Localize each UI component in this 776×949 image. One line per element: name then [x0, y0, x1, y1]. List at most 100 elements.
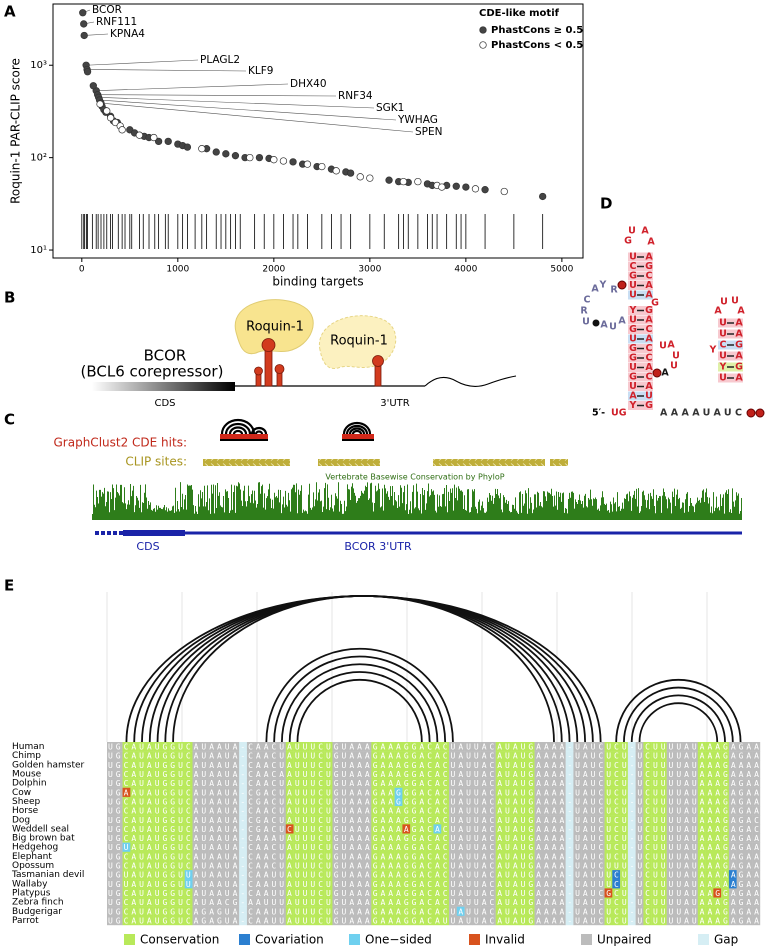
alignment-cell: [674, 769, 683, 779]
alignment-cell: [223, 915, 232, 926]
alignment-cell: [231, 806, 240, 816]
nucleotide: C: [584, 295, 591, 306]
alignment-cell: [744, 815, 753, 825]
alignment-cell: [620, 742, 629, 752]
alignment-cell: [176, 787, 185, 798]
alignment-cell: [169, 824, 178, 834]
legend-swatch: [239, 934, 250, 945]
alignment-cell: [612, 879, 621, 889]
alignment-cell: [394, 888, 403, 898]
nucleotide: Y: [629, 400, 637, 411]
alignment-cell: [246, 778, 255, 788]
alignment-cell: [192, 915, 201, 926]
alignment-cell: [697, 906, 706, 917]
alignment-cell: [456, 851, 465, 862]
alignment-cell: [666, 915, 675, 926]
alignment-cell: [542, 842, 551, 852]
alignment-cell: [588, 769, 597, 779]
alignment-cell: [107, 833, 115, 843]
alignment-cell: [386, 851, 395, 862]
alignment-cell: [464, 760, 473, 770]
cde-hit-base: [220, 439, 268, 441]
alignment-cell: [122, 778, 131, 788]
alignment-cell: [612, 760, 621, 770]
alignment-cell: [635, 751, 644, 761]
alignment-cell: [519, 833, 527, 843]
alignment-cell: [262, 815, 271, 825]
alignment-cell: [433, 769, 442, 779]
alignment-cell: [581, 742, 590, 752]
panel-d: U AC GG CU AU AY GU AG CU AG CG CU AG CU AA UY GGU AAA Y RC…: [580, 226, 765, 419]
alignment-cell: [130, 742, 139, 752]
alignment-cell: [138, 751, 147, 761]
alignment-cell: [705, 842, 714, 852]
alignment-cell: [713, 897, 722, 907]
alignment-cell: [130, 796, 139, 807]
alignment-cell: [246, 879, 255, 889]
alignment-cell: [363, 860, 372, 871]
alignment-cell: [293, 796, 302, 807]
alignment-cell: [612, 787, 621, 798]
alignment-cell: [254, 760, 263, 770]
alignment-cell: [449, 842, 458, 852]
alignment-cell: [752, 796, 761, 807]
alignment-cell: [138, 769, 147, 779]
alignment-cell: [557, 824, 566, 834]
alignment-cell: [246, 851, 255, 862]
base-pair-arc: [623, 686, 734, 743]
species-name: Dolphin: [12, 779, 47, 789]
alignment-cell: [208, 742, 217, 752]
alignment-cell: [340, 915, 349, 926]
alignment-cell: [658, 906, 667, 917]
alignment-cell: [658, 879, 667, 889]
alignment-cell: [534, 742, 543, 752]
alignment-cell: [410, 870, 419, 880]
alignment-cell: [627, 806, 636, 816]
nucleotide: C: [646, 271, 653, 282]
alignment-cell: [270, 815, 279, 825]
alignment-cell: [410, 824, 419, 834]
alignment-cell: [200, 870, 209, 880]
alignment-cell: [588, 906, 597, 917]
alignment-cell: [651, 897, 660, 907]
alignment-cell: [449, 769, 458, 779]
alignment-cell: [658, 851, 667, 862]
alignment-cell: [402, 851, 411, 862]
alignment-cell: [223, 906, 232, 917]
alignment-cell: [441, 888, 450, 898]
alignment-cell: [246, 842, 255, 852]
alignment-cell: [511, 888, 520, 898]
alignment-cell: [487, 824, 496, 834]
base-pair-arc: [141, 595, 586, 743]
alignment-cell: [682, 815, 691, 825]
alignment-cell: [285, 879, 294, 889]
alignment-cell: [643, 751, 652, 761]
alignment-cell: [550, 824, 559, 834]
alignment-cell: [347, 915, 356, 926]
alignment-cell: [713, 915, 722, 926]
alignment-cell: [402, 751, 411, 761]
alignment-cell: [697, 879, 706, 889]
region-label: CDS: [136, 540, 159, 553]
alignment-cell: [658, 742, 667, 752]
alignment-cell: [340, 760, 349, 770]
alignment-cell: [122, 760, 131, 770]
nucleotide: U: [629, 362, 637, 373]
alignment-cell: [262, 742, 271, 752]
legend-marker: [479, 41, 487, 49]
alignment-cell: [658, 860, 667, 871]
alignment-cell: [231, 824, 240, 834]
region-label: 3'UTR: [380, 398, 410, 409]
alignment-cell: [542, 870, 551, 880]
alignment-cell: [208, 778, 217, 788]
alignment-cell: [293, 824, 302, 834]
alignment-cell: [169, 888, 178, 898]
alignment-cell: [184, 915, 193, 926]
alignment-cell: [402, 915, 411, 926]
annotation-leader: [97, 94, 337, 97]
alignment-cell: [285, 769, 294, 779]
alignment-cell: [588, 870, 597, 880]
alignment-cell: [697, 842, 706, 852]
alignment-cell: [565, 860, 574, 871]
alignment-cell: [526, 778, 535, 788]
